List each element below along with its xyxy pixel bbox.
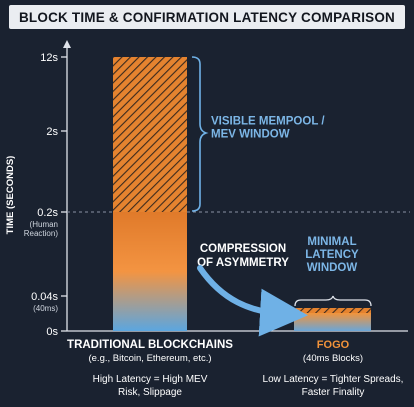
y-tick-label-4: 0s	[46, 326, 58, 338]
minimal-latency-annotation: MINIMAL LATENCY WINDOW	[305, 236, 359, 274]
compression-annotation: COMPRESSION OF ASYMMETRY	[197, 243, 289, 269]
category-name-0: TRADITIONAL BLOCKCHAINS	[67, 339, 233, 351]
y-tick-sublabel-2: (Human Reaction)	[24, 220, 59, 238]
category-subname-1: (40ms Blocks)	[303, 353, 363, 364]
chart-title: BLOCK TIME & CONFIRMATION LATENCY COMPAR…	[18, 9, 396, 25]
y-tick-sublabel-3: (40ms)	[33, 304, 58, 313]
category-note-0: High Latency = High MEV Risk, Slippage	[93, 374, 208, 398]
y-tick-label-2: 0.2s	[37, 207, 58, 219]
bar-fogo	[294, 313, 371, 331]
category-note-1: Low Latency = Tighter Spreads, Faster Fin…	[263, 374, 404, 398]
y-tick-label-3: 0.04s	[31, 291, 58, 303]
y-tick-label-0: 12s	[40, 52, 58, 64]
mempool-bracket	[191, 56, 209, 212]
y-tick-label-1: 2s	[46, 126, 58, 138]
category-name-1: FOGO	[317, 339, 350, 351]
mempool-annotation: VISIBLE MEMPOOL / MEV WINDOW	[211, 116, 325, 141]
bar-traditional-mev-segment	[113, 57, 187, 212]
bar-fogo-mev-segment	[294, 308, 371, 313]
category-subname-0: (e.g., Bitcoin, Ethereum, etc.)	[88, 353, 211, 364]
bar-traditional-blockchains	[113, 212, 187, 331]
compression-arrow	[197, 265, 308, 337]
y-axis-arrow	[63, 40, 71, 48]
minimal-latency-bracket	[294, 295, 372, 307]
title-bar: BLOCK TIME & CONFIRMATION LATENCY COMPAR…	[9, 5, 405, 29]
y-axis-label: TIME (SECONDS)	[5, 156, 16, 235]
